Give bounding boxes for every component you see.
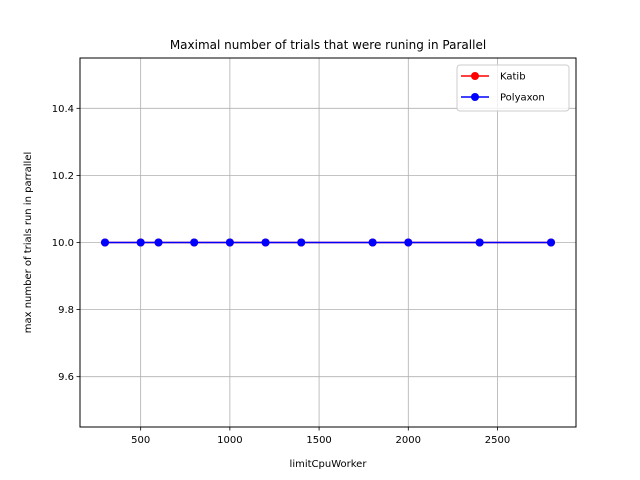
polyaxon-data-point <box>547 238 556 247</box>
ticks: 500 1000 1500 2000 2500 9.6 9.8 10.0 10.2 10.4 <box>52 104 510 446</box>
polyaxon-data-point <box>297 238 306 247</box>
y-tick-label: 10.0 <box>52 238 74 249</box>
polyaxon-data-point <box>475 238 484 247</box>
polyaxon-data-point <box>136 238 145 247</box>
x-tick-label: 1500 <box>306 435 331 446</box>
legend-polyaxon-label: Polyaxon <box>500 93 545 104</box>
x-axis-label: limitCpuWorker <box>290 459 368 470</box>
polyaxon-data-point <box>100 238 109 247</box>
y-tick-label: 9.8 <box>58 305 74 316</box>
polyaxon-data-point <box>404 238 413 247</box>
polyaxon-data-point <box>261 238 270 247</box>
legend: Katib Polyaxon <box>456 64 570 112</box>
y-tick-label: 10.4 <box>52 104 74 115</box>
polyaxon-data-point <box>225 238 234 247</box>
x-tick-label: 1000 <box>217 435 242 446</box>
series-layer <box>100 238 556 247</box>
y-axis-label: max number of trials run in parrallel <box>23 152 34 334</box>
y-tick-label: 9.6 <box>58 372 74 383</box>
chart-title: Maximal number of trials that were runin… <box>170 38 486 52</box>
polyaxon-data-point <box>190 238 199 247</box>
legend-polyaxon-marker <box>471 93 479 101</box>
y-tick-label: 10.2 <box>52 171 74 182</box>
polyaxon-data-point <box>154 238 163 247</box>
legend-katib-label: Katib <box>500 72 526 83</box>
x-tick-label: 2500 <box>485 435 510 446</box>
x-tick-label: 2000 <box>396 435 421 446</box>
polyaxon-data-point <box>368 238 377 247</box>
x-tick-label: 500 <box>131 435 150 446</box>
legend-katib-marker <box>471 72 479 80</box>
